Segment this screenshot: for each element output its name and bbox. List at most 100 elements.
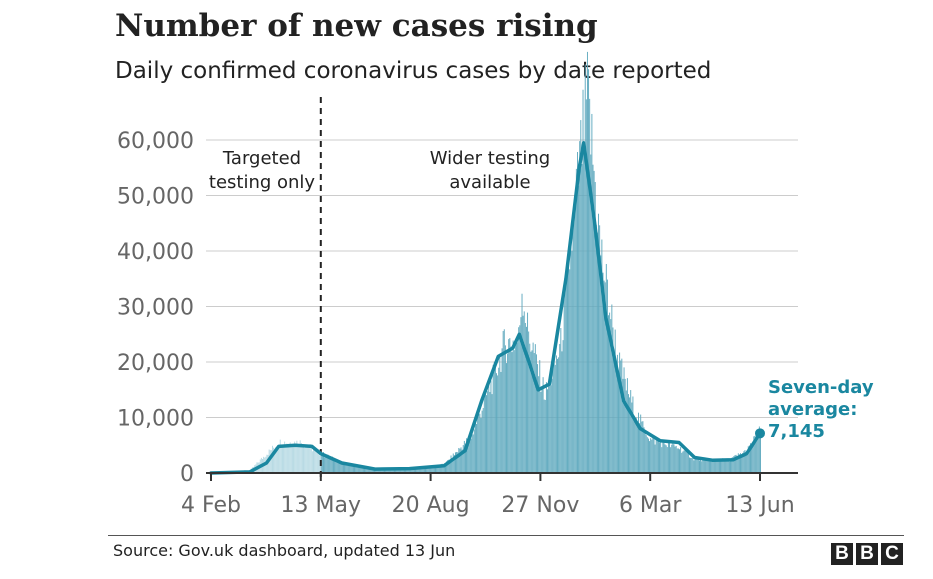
- daily-bar: [574, 193, 576, 473]
- daily-bar: [337, 461, 339, 473]
- daily-bar: [623, 367, 625, 473]
- daily-bar: [734, 455, 736, 473]
- daily-bar: [522, 315, 524, 473]
- daily-bar: [311, 451, 313, 473]
- daily-bar: [491, 394, 493, 473]
- daily-bar: [432, 465, 434, 473]
- daily-bar: [422, 467, 424, 473]
- daily-bar: [630, 390, 632, 473]
- daily-bar: [733, 456, 735, 473]
- annotations: Targeted testing only Wider testing availab…: [209, 148, 874, 442]
- daily-bar: [613, 350, 615, 473]
- daily-bar: [611, 304, 613, 473]
- daily-bar: [309, 444, 311, 473]
- daily-bar: [517, 342, 519, 473]
- daily-bar: [345, 462, 347, 473]
- daily-bar: [347, 465, 349, 473]
- daily-bar: [471, 432, 473, 473]
- daily-bar: [474, 423, 476, 473]
- daily-bar: [622, 378, 624, 473]
- daily-bar: [296, 440, 298, 473]
- daily-bar: [357, 465, 359, 473]
- daily-bar: [724, 459, 726, 473]
- daily-bar: [298, 446, 300, 473]
- daily-bar: [554, 364, 556, 473]
- daily-bar: [671, 444, 673, 473]
- daily-bar: [468, 436, 470, 473]
- daily-bar: [528, 331, 530, 473]
- daily-bar: [647, 438, 649, 473]
- daily-bar: [300, 443, 302, 473]
- daily-bar: [549, 375, 551, 473]
- daily-bars: [212, 51, 761, 474]
- daily-bar: [276, 447, 278, 473]
- daily-bar: [754, 435, 756, 473]
- daily-bar: [632, 396, 634, 473]
- daily-bar: [466, 438, 468, 473]
- daily-bar: [273, 447, 275, 473]
- daily-bar: [705, 458, 707, 473]
- daily-bar: [596, 232, 598, 473]
- daily-bar: [369, 467, 371, 473]
- daily-bar: [490, 380, 492, 473]
- daily-bar: [606, 279, 608, 473]
- daily-bar: [476, 423, 478, 473]
- daily-bar: [507, 353, 509, 473]
- daily-bar: [756, 435, 758, 473]
- daily-bar: [410, 467, 412, 473]
- daily-bar: [674, 446, 676, 473]
- daily-bar: [572, 211, 574, 474]
- daily-bar: [421, 466, 423, 473]
- daily-bar: [735, 454, 737, 473]
- daily-bar: [497, 375, 499, 473]
- daily-bar: [429, 465, 431, 473]
- daily-bar: [339, 462, 341, 473]
- daily-bar: [325, 457, 327, 473]
- daily-bar: [443, 465, 445, 473]
- daily-bar: [361, 467, 363, 473]
- daily-bar: [463, 440, 465, 473]
- daily-bar: [275, 447, 277, 473]
- daily-bar: [470, 438, 472, 473]
- daily-bar: [714, 459, 716, 473]
- daily-bar: [657, 440, 659, 473]
- daily-bar: [640, 414, 642, 473]
- daily-bar: [352, 464, 354, 473]
- daily-bar: [679, 449, 680, 473]
- daily-bar: [589, 98, 591, 473]
- daily-bar: [390, 469, 392, 473]
- daily-bar: [629, 397, 631, 473]
- daily-bar: [710, 458, 712, 473]
- daily-bar: [694, 458, 696, 473]
- daily-bar: [510, 346, 512, 473]
- daily-bar: [747, 446, 749, 473]
- daily-bar: [583, 143, 585, 473]
- daily-bar: [699, 460, 700, 473]
- daily-bar: [350, 465, 352, 473]
- daily-bar: [484, 389, 486, 473]
- daily-bar: [346, 462, 348, 473]
- daily-bar: [494, 361, 496, 473]
- daily-bar: [423, 466, 425, 473]
- daily-bar: [442, 464, 444, 473]
- daily-bar: [519, 325, 521, 473]
- daily-bar: [750, 443, 751, 473]
- daily-bar: [365, 467, 367, 473]
- daily-bar: [430, 466, 432, 473]
- daily-bar: [356, 464, 358, 473]
- daily-bar: [600, 255, 602, 473]
- daily-bar: [355, 465, 357, 473]
- daily-bar: [518, 327, 520, 473]
- daily-bar: [646, 437, 648, 473]
- daily-bar: [547, 389, 548, 473]
- daily-bar: [354, 465, 356, 473]
- daily-bar: [344, 464, 346, 473]
- daily-bar: [478, 413, 480, 473]
- x-tick-label: 27 Nov: [501, 493, 579, 518]
- daily-bar: [375, 469, 377, 473]
- daily-bar: [321, 455, 323, 473]
- daily-bar: [541, 388, 543, 473]
- seven-day-line: [209, 141, 765, 475]
- daily-bar: [326, 456, 328, 473]
- daily-bar: [758, 426, 760, 473]
